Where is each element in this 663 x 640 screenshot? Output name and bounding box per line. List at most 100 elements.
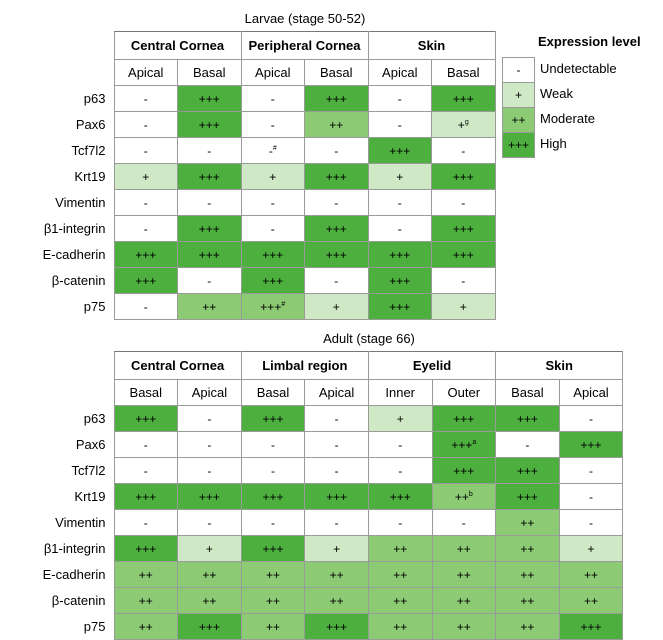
table-row: Pax6- - - - - +++a - +++ — [30, 431, 624, 458]
expression-cell: + — [558, 535, 624, 562]
expression-cell: +++ — [113, 241, 178, 268]
expression-value: - — [143, 91, 148, 106]
expression-value: ++ — [456, 541, 471, 556]
group-header: Central Cornea — [113, 351, 242, 380]
expression-value: ++ — [138, 567, 153, 582]
expression-cell: - — [177, 267, 242, 294]
expression-value: +++ — [262, 541, 284, 556]
expression-cell: - — [304, 509, 369, 536]
expression-cell: +++# — [240, 293, 306, 320]
expression-cell: +++ — [304, 85, 369, 112]
expression-value: +++ — [135, 411, 157, 426]
expression-value: ++ — [202, 567, 217, 582]
expression-cell: +++ — [113, 405, 179, 432]
sub-header: Apical — [304, 379, 369, 406]
expression-value: ++ — [265, 593, 280, 608]
sub-header: Basal — [495, 379, 560, 406]
expression-value: - — [334, 437, 339, 452]
expression-cell: +++ — [431, 457, 497, 484]
marker-label: Tcf7l2 — [71, 463, 106, 478]
expression-value: - — [143, 463, 148, 478]
table-row: Krt19 + +++ + +++ + +++ — [30, 163, 496, 190]
expression-cell: - — [240, 215, 306, 242]
expression-value: ++ — [393, 593, 408, 608]
expression-cell: +++ — [495, 405, 560, 432]
expression-value: - — [143, 195, 148, 210]
marker-label: E-cadherin — [42, 567, 106, 582]
expression-value: +++ — [262, 411, 284, 426]
expression-value: ++ — [329, 593, 344, 608]
footnote-marker: a — [472, 438, 477, 446]
expression-cell: +++ — [558, 431, 624, 458]
expression-value: +++ — [389, 247, 411, 262]
expression-cell: - — [113, 293, 178, 320]
expression-cell: - — [431, 267, 496, 294]
expression-cell: + — [113, 163, 178, 190]
expression-value: - — [143, 221, 148, 236]
expression-cell: - — [304, 267, 369, 294]
expression-value: + — [396, 411, 404, 426]
expression-value: - — [398, 437, 403, 452]
expression-value: - — [270, 117, 275, 132]
expression-value: +++ — [325, 169, 347, 184]
expression-value: + — [396, 169, 404, 184]
expression-cell: +++ — [431, 241, 496, 268]
sub-header: Basal — [177, 59, 242, 86]
sub-header: Apical — [367, 59, 433, 86]
expression-cell: ++ — [304, 561, 369, 588]
expression-cell: - — [304, 189, 369, 216]
expression-value: - — [397, 91, 402, 106]
expression-cell: +++ — [304, 241, 369, 268]
legend-swatch-moderate: ++ — [502, 107, 535, 133]
expression-cell: ++ — [431, 535, 497, 562]
expression-value: - — [397, 117, 402, 132]
expression-cell: ++ — [431, 613, 497, 640]
expression-value: - — [334, 411, 339, 426]
expression-value: +++ — [198, 489, 220, 504]
table-row: E-cadherin +++ +++ +++ +++ +++ +++ — [30, 241, 496, 268]
expression-cell: - — [367, 85, 433, 112]
table-row: p75 ++ +++ ++ +++ ++ ++ ++ +++ — [30, 613, 624, 640]
expression-value: +++ — [451, 437, 473, 452]
expression-cell: ++ — [177, 561, 242, 588]
expression-value: +++ — [198, 117, 220, 132]
expression-value: - — [334, 463, 339, 478]
expression-value: +++ — [198, 91, 220, 106]
expression-cell: +++ — [177, 163, 242, 190]
marker-label: p63 — [83, 91, 106, 106]
expression-cell: +++ — [431, 85, 496, 112]
expression-value: +++ — [198, 169, 220, 184]
expression-value: ++ — [138, 619, 153, 634]
expression-cell: - — [558, 405, 624, 432]
expression-value: - — [398, 515, 403, 530]
expression-value: ++ — [520, 541, 535, 556]
expression-cell: ++ — [113, 613, 179, 640]
expression-cell: ++ — [495, 561, 560, 588]
expression-cell: +++ — [240, 241, 306, 268]
sub-header: Outer — [431, 379, 497, 406]
expression-cell: - — [240, 85, 306, 112]
expression-cell: - — [431, 189, 496, 216]
expression-value: +++ — [452, 221, 474, 236]
expression-value: +++ — [453, 411, 475, 426]
expression-value: - — [589, 463, 593, 478]
expression-cell: +++ — [367, 483, 433, 510]
expression-value: - — [461, 515, 466, 530]
expression-value: ++ — [393, 541, 408, 556]
marker-label: p75 — [83, 299, 106, 314]
group-header: Central Cornea — [113, 31, 242, 60]
expression-value: +++ — [198, 619, 220, 634]
expression-cell: ++ — [304, 111, 369, 138]
expression-cell: ++ — [177, 293, 242, 320]
expression-cell: ++ — [177, 587, 242, 614]
expression-value: - — [143, 117, 148, 132]
expression-cell: + — [367, 163, 433, 190]
expression-cell: + — [304, 293, 369, 320]
expression-value: ++ — [202, 593, 217, 608]
group-header: Skin — [495, 351, 624, 380]
expression-cell: ++ — [367, 587, 433, 614]
expression-cell: - — [113, 431, 179, 458]
table-row: p75- ++ +++# + +++ + — [30, 293, 496, 320]
expression-value: - — [334, 273, 339, 288]
sub-header: Apical — [558, 379, 624, 406]
